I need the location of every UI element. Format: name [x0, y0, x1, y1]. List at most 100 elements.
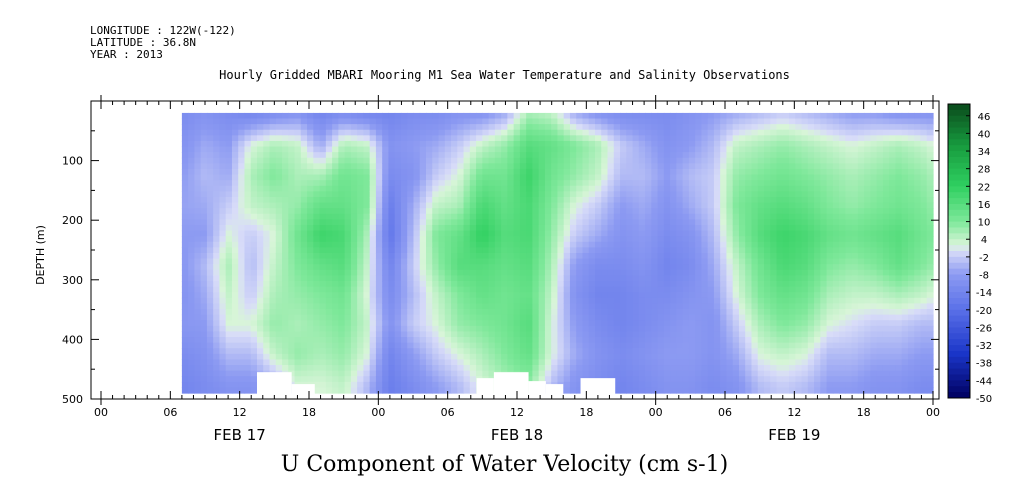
heatmap-cell	[538, 252, 546, 260]
heatmap-cell	[801, 331, 809, 338]
heatmap-cell	[206, 219, 214, 226]
heatmap-cell	[532, 213, 540, 220]
heatmap-cell	[407, 157, 415, 164]
heatmap-cell	[469, 387, 477, 394]
heatmap-cell	[432, 381, 440, 389]
heatmap-cell	[181, 247, 189, 254]
heatmap-cell	[313, 196, 321, 204]
heatmap-cell	[632, 297, 640, 304]
heatmap-cell	[181, 286, 189, 293]
heatmap-cell	[307, 112, 314, 120]
heatmap-cell	[206, 320, 214, 327]
heatmap-cell	[607, 252, 615, 260]
heatmap-cell	[782, 337, 790, 344]
heatmap-cell	[770, 241, 778, 248]
heatmap-cell	[300, 196, 308, 204]
heatmap-cell	[438, 309, 446, 316]
heatmap-cell	[400, 252, 408, 260]
heatmap-cell	[795, 365, 803, 372]
heatmap-cell	[426, 196, 433, 204]
heatmap-cell	[244, 365, 252, 372]
heatmap-cell	[200, 247, 208, 254]
heatmap-cell	[438, 112, 446, 120]
heatmap-cell	[482, 180, 490, 187]
heatmap-cell	[188, 286, 196, 293]
heatmap-cell	[588, 365, 596, 372]
heatmap-cell	[332, 230, 339, 237]
heatmap-cell	[244, 348, 252, 355]
heatmap-cell	[764, 387, 771, 394]
heatmap-cell	[695, 135, 703, 142]
heatmap-cell	[181, 157, 189, 164]
heatmap-cell	[620, 297, 627, 304]
heatmap-cell	[588, 208, 596, 215]
heatmap-cell	[238, 135, 246, 142]
heatmap-cell	[344, 264, 352, 271]
heatmap-cell	[238, 224, 246, 232]
heatmap-cell	[538, 337, 546, 344]
heatmap-cell	[307, 191, 314, 198]
heatmap-cell	[582, 320, 590, 327]
heatmap-cell	[244, 275, 252, 282]
heatmap-cell	[363, 275, 371, 282]
heatmap-cell	[388, 275, 396, 282]
heatmap-cell	[795, 337, 803, 344]
heatmap-cell	[494, 348, 502, 355]
heatmap-cell	[269, 185, 277, 192]
heatmap-cell	[400, 370, 408, 377]
heatmap-cell	[319, 348, 327, 355]
heatmap-cell	[263, 269, 271, 276]
heatmap-cell	[188, 359, 196, 366]
heatmap-cell	[231, 118, 239, 125]
heatmap-cell	[488, 168, 496, 176]
heatmap-cell	[620, 309, 627, 316]
heatmap-cell	[325, 208, 333, 215]
heatmap-cell	[519, 112, 527, 120]
heatmap-cell	[451, 331, 458, 338]
heatmap-cell	[332, 342, 339, 349]
heatmap-cell	[726, 247, 734, 254]
heatmap-cell	[620, 320, 627, 327]
heatmap-cell	[707, 370, 715, 377]
heatmap-cell	[469, 174, 477, 181]
heatmap-cell	[688, 247, 696, 254]
heatmap-cell	[288, 337, 296, 344]
heatmap-cell	[238, 191, 246, 198]
heatmap-cell	[569, 118, 577, 125]
heatmap-cell	[519, 337, 527, 344]
heatmap-cell	[613, 370, 621, 377]
heatmap-cell	[732, 280, 740, 288]
heatmap-cell	[275, 196, 283, 204]
heatmap-cell	[507, 337, 515, 344]
heatmap-cell	[801, 247, 809, 254]
heatmap-cell	[532, 376, 540, 383]
heatmap-cell	[213, 241, 221, 248]
heatmap-cell	[457, 191, 465, 198]
heatmap-cell	[538, 258, 546, 265]
heatmap-cell	[557, 264, 565, 271]
heatmap-cell	[538, 359, 546, 366]
heatmap-cell	[738, 174, 746, 181]
heatmap-cell	[726, 258, 734, 265]
heatmap-cell	[526, 224, 534, 232]
heatmap-cell	[275, 331, 283, 338]
heatmap-cell	[275, 325, 283, 333]
heatmap-cell	[344, 269, 352, 276]
heatmap-cell	[388, 337, 396, 344]
heatmap-cell	[407, 118, 415, 125]
heatmap-cell	[732, 196, 740, 204]
heatmap-cell	[307, 376, 314, 383]
heatmap-cell	[494, 129, 502, 136]
heatmap-cell	[357, 191, 365, 198]
heatmap-cell	[513, 325, 521, 333]
heatmap-cell	[300, 348, 308, 355]
heatmap-cell	[601, 163, 609, 170]
heatmap-cell	[657, 185, 665, 192]
heatmap-cell	[595, 264, 602, 271]
heatmap-cell	[613, 224, 621, 232]
heatmap-cell	[645, 376, 652, 383]
heatmap-cell	[482, 196, 490, 204]
heatmap-cell	[720, 381, 728, 389]
heatmap-cell	[319, 196, 327, 204]
heatmap-cell	[419, 359, 427, 366]
